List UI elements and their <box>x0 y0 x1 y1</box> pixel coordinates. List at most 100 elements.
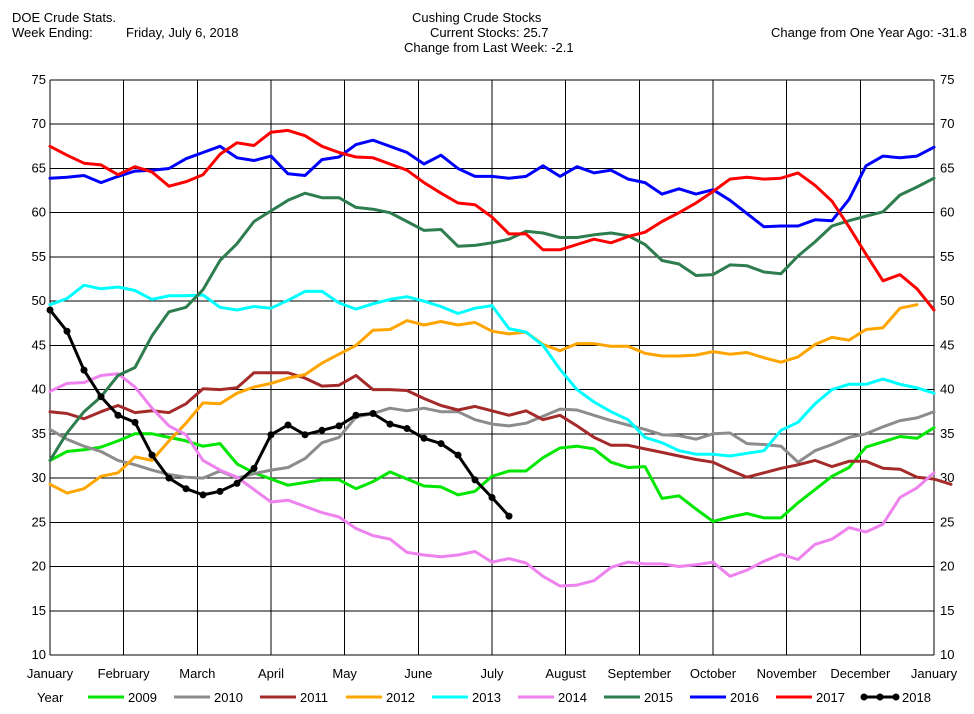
series-2011 <box>48 371 953 486</box>
legend-item-2015: 2015 <box>604 690 673 705</box>
legend-item-2018: 2018 <box>860 690 931 705</box>
y-tick-label-left: 10 <box>32 647 46 662</box>
series-2018 <box>46 306 513 520</box>
data-point-2018 <box>267 431 275 439</box>
series-line-2018 <box>48 308 511 518</box>
legend-label: 2015 <box>644 690 673 705</box>
y-tick-label-right: 15 <box>940 603 954 618</box>
data-point-2018 <box>148 451 156 459</box>
legend-label: 2018 <box>902 690 931 705</box>
y-tick-label-right: 25 <box>940 514 954 529</box>
series-line-2015 <box>48 176 936 462</box>
legend-title: Year <box>37 690 64 705</box>
y-tick-label-left: 45 <box>32 337 46 352</box>
y-tick-label-right: 75 <box>940 72 954 87</box>
data-point-2018 <box>403 425 411 433</box>
legend-item-2017: 2017 <box>776 690 845 705</box>
legend-item-2014: 2014 <box>518 690 587 705</box>
change-last-week-value: -2.1 <box>551 40 574 55</box>
change-last-week: Change from Last Week: -2.1 <box>404 41 574 55</box>
y-tick-label-left: 60 <box>32 205 46 220</box>
data-point-2018 <box>318 426 326 434</box>
series-2015 <box>48 176 936 462</box>
y-tick-label-right: 70 <box>940 116 954 131</box>
data-point-2018 <box>335 422 343 430</box>
legend-item-2013: 2013 <box>432 690 501 705</box>
data-point-2018 <box>46 306 54 314</box>
series-line-2014 <box>48 372 936 588</box>
series-layer <box>46 128 953 588</box>
data-point-2018 <box>352 411 360 419</box>
series-2014 <box>48 372 936 588</box>
y-tick-label-left: 35 <box>32 426 46 441</box>
y-tick-label-right: 20 <box>940 559 954 574</box>
legend-label: 2014 <box>558 690 587 705</box>
series-2016 <box>48 138 936 229</box>
legend-label: 2017 <box>816 690 845 705</box>
current-stocks-label: Current Stocks: <box>430 25 520 40</box>
change-one-year-label: Change from One Year Ago: <box>771 25 934 40</box>
x-tick-label-10: November <box>757 666 818 681</box>
data-point-2018 <box>284 421 292 429</box>
series-line-2017 <box>48 128 936 312</box>
series-2010 <box>48 406 936 480</box>
y-tick-label-left: 25 <box>32 514 46 529</box>
data-point-2018 <box>131 418 139 426</box>
legend-marker <box>892 693 900 701</box>
data-point-2018 <box>216 487 224 495</box>
legend-marker <box>860 693 868 701</box>
y-tick-label-right: 65 <box>940 160 954 175</box>
week-ending-label: Week Ending: <box>12 25 93 40</box>
legend-marker <box>876 693 884 701</box>
data-point-2018 <box>301 431 309 439</box>
legend-item-2011: 2011 <box>260 690 328 705</box>
x-tick-label-1: February <box>98 666 151 681</box>
legend-label: 2011 <box>300 690 328 705</box>
y-tick-label-left: 65 <box>32 160 46 175</box>
x-tick-label-4: May <box>332 666 357 681</box>
series-2012 <box>48 303 919 495</box>
data-point-2018 <box>488 494 496 502</box>
y-tick-label-right: 60 <box>940 205 954 220</box>
y-tick-label-left: 15 <box>32 603 46 618</box>
legend-label: 2010 <box>214 690 243 705</box>
legend-item-2009: 2009 <box>88 690 157 705</box>
y-axis-left: 10 15 20 25 30 35 40 45 50 55 60 65 70 75 <box>32 72 46 662</box>
y-tick-label-left: 20 <box>32 559 46 574</box>
week-ending-value: Friday, July 6, 2018 <box>126 25 239 40</box>
x-tick-label-3: April <box>258 666 284 681</box>
series-line-2009 <box>48 426 936 523</box>
legend-item-2016: 2016 <box>690 690 759 705</box>
data-point-2018 <box>369 410 377 417</box>
series-line-2016 <box>48 138 936 229</box>
x-tick-label-8: September <box>608 666 672 681</box>
legend-label: 2013 <box>472 690 501 705</box>
x-tick-label-0: January <box>27 666 74 681</box>
x-tick-label-7: August <box>545 666 586 681</box>
x-tick-label-9: October <box>690 666 737 681</box>
series-line-2010 <box>48 406 936 480</box>
data-point-2018 <box>165 474 173 482</box>
legend-label: 2009 <box>128 690 157 705</box>
data-point-2018 <box>199 491 207 499</box>
x-tick-label-2: March <box>179 666 215 681</box>
y-tick-label-right: 45 <box>940 337 954 352</box>
chart-title: Cushing Crude Stocks <box>412 10 542 25</box>
legend-label: 2012 <box>386 690 415 705</box>
x-tick-label-11: December <box>830 666 891 681</box>
y-tick-label-left: 40 <box>32 382 46 397</box>
data-point-2018 <box>114 411 122 419</box>
change-one-year-value: -31.8 <box>937 25 967 40</box>
chart-grid <box>49 79 935 656</box>
y-tick-label-right: 10 <box>940 647 954 662</box>
legend-item-2012: 2012 <box>346 690 415 705</box>
y-tick-label-left: 30 <box>32 470 46 485</box>
data-point-2018 <box>437 440 445 448</box>
x-tick-label-12: January <box>911 666 958 681</box>
y-tick-label-left: 70 <box>32 116 46 131</box>
current-stocks-value: 25.7 <box>523 25 549 40</box>
legend: Year 2009 2010 2011 2012 2013 2014 2015 2016 2017… <box>37 690 931 705</box>
y-tick-label-left: 50 <box>32 293 46 308</box>
data-point-2018 <box>182 485 190 493</box>
